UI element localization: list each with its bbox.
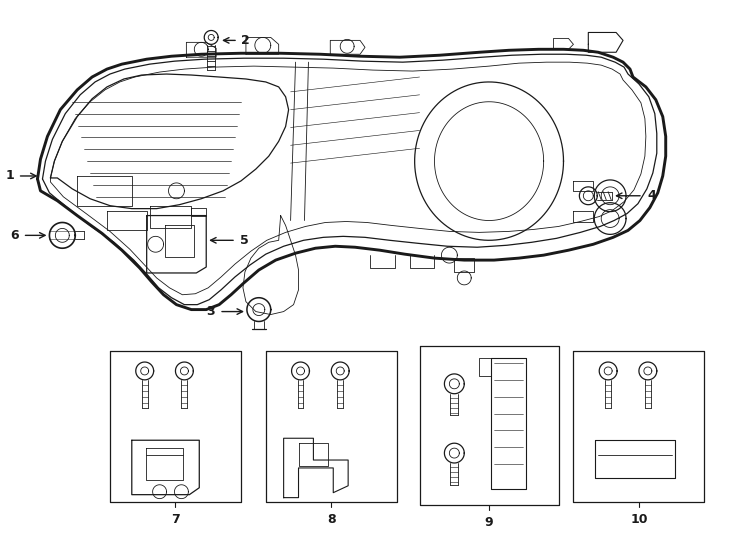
Text: 5: 5 [240,234,249,247]
Text: 7: 7 [171,513,180,526]
Text: 3: 3 [206,305,215,318]
Text: 10: 10 [631,513,647,526]
Text: 9: 9 [484,516,493,529]
Text: 2: 2 [241,34,250,47]
Text: 4: 4 [648,190,657,202]
Text: 8: 8 [327,513,335,526]
Text: 1: 1 [6,170,15,183]
Text: 6: 6 [10,229,18,242]
